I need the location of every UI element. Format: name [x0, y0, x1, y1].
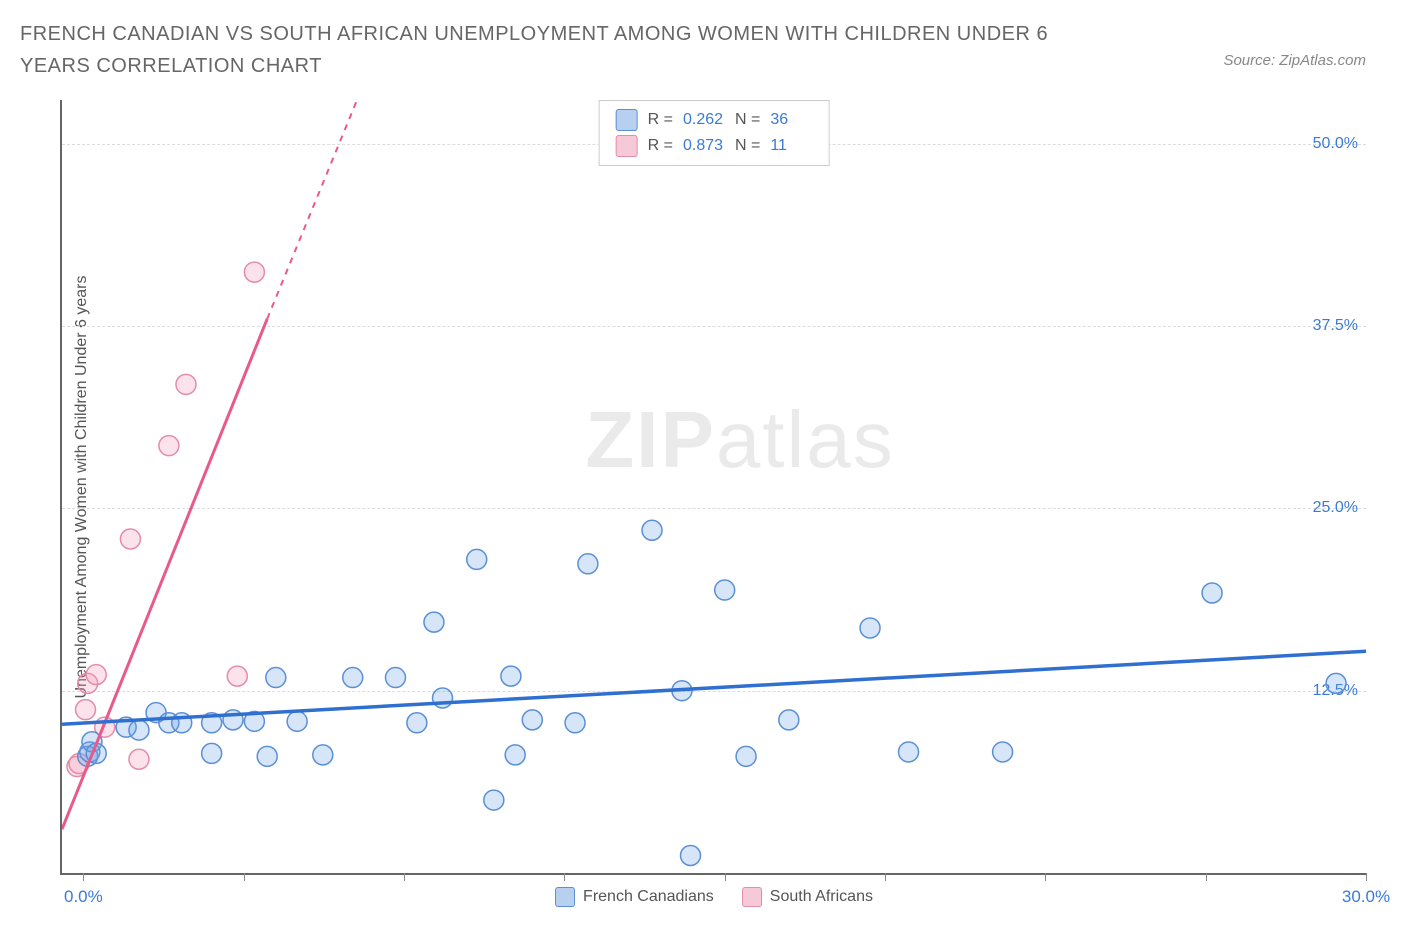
- data-point: [343, 668, 363, 688]
- data-point: [860, 618, 880, 638]
- legend-row-french: R = 0.262 N = 36: [616, 107, 813, 133]
- data-point: [227, 666, 247, 686]
- x-tick: [1045, 873, 1046, 881]
- data-point: [159, 436, 179, 456]
- swatch-icon: [616, 135, 638, 157]
- x-tick: [885, 873, 886, 881]
- legend-label: South Africans: [770, 888, 873, 906]
- x-tick: [83, 873, 84, 881]
- data-point: [257, 746, 277, 766]
- data-point: [1326, 673, 1346, 693]
- data-point: [313, 745, 333, 765]
- legend-row-south-african: R = 0.873 N = 11: [616, 133, 813, 159]
- data-point: [86, 665, 106, 685]
- data-point: [680, 845, 700, 865]
- data-point: [642, 520, 662, 540]
- data-point: [505, 745, 525, 765]
- scatter-plot-svg: [62, 100, 1366, 873]
- data-point: [993, 742, 1013, 762]
- data-point: [501, 666, 521, 686]
- data-point: [736, 746, 756, 766]
- data-point: [385, 668, 405, 688]
- data-point: [1202, 583, 1222, 603]
- source-credit: Source: ZipAtlas.com: [1223, 52, 1366, 69]
- legend-item-south-african: South Africans: [742, 887, 873, 907]
- swatch-icon: [555, 887, 575, 907]
- data-point: [578, 554, 598, 574]
- x-tick: [725, 873, 726, 881]
- plot-area: Unemployment Among Women with Children U…: [60, 100, 1366, 875]
- x-tick: [1206, 873, 1207, 881]
- data-point: [565, 713, 585, 733]
- data-point: [176, 374, 196, 394]
- data-point: [779, 710, 799, 730]
- x-tick: [1366, 873, 1367, 881]
- x-tick: [404, 873, 405, 881]
- x-tick-label: 30.0%: [1342, 887, 1390, 907]
- data-point: [287, 711, 307, 731]
- data-point: [202, 743, 222, 763]
- data-point: [76, 700, 96, 720]
- data-point: [407, 713, 427, 733]
- chart-title: FRENCH CANADIAN VS SOUTH AFRICAN UNEMPLO…: [20, 18, 1120, 82]
- data-point: [120, 529, 140, 549]
- x-tick-label: 0.0%: [64, 887, 103, 907]
- x-tick: [244, 873, 245, 881]
- series-legend: French Canadians South Africans: [555, 887, 873, 907]
- data-point: [129, 749, 149, 769]
- swatch-icon: [616, 109, 638, 131]
- data-point: [715, 580, 735, 600]
- swatch-icon: [742, 887, 762, 907]
- data-point: [467, 549, 487, 569]
- data-point: [484, 790, 504, 810]
- data-point: [522, 710, 542, 730]
- data-point: [266, 668, 286, 688]
- data-point: [129, 720, 149, 740]
- legend-item-french: French Canadians: [555, 887, 714, 907]
- data-point: [424, 612, 444, 632]
- data-point: [899, 742, 919, 762]
- correlation-legend: R = 0.262 N = 36 R = 0.873 N = 11: [599, 100, 830, 166]
- x-tick: [564, 873, 565, 881]
- data-point: [244, 262, 264, 282]
- legend-label: French Canadians: [583, 888, 714, 906]
